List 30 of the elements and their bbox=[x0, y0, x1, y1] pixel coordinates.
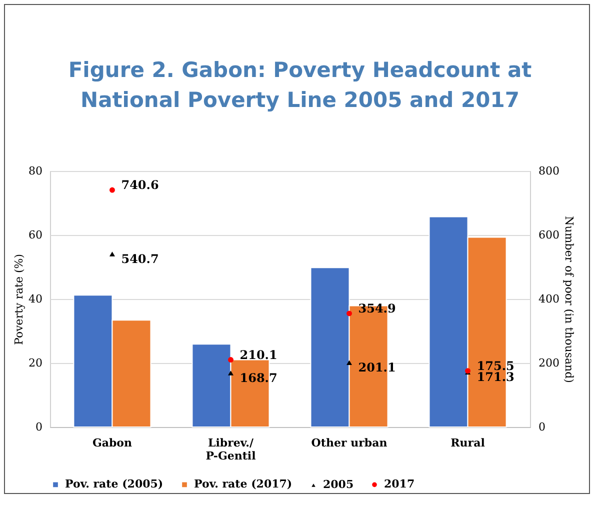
x-tick-label: Gabon bbox=[92, 436, 132, 450]
point bbox=[109, 187, 115, 193]
legend-label: 2005 bbox=[323, 478, 354, 491]
y-tick-label: 40 bbox=[28, 292, 42, 306]
y2-tick-label: 200 bbox=[538, 356, 560, 370]
y2-axis-title: Number of poor (in thousand) bbox=[562, 216, 576, 383]
point bbox=[109, 252, 115, 256]
legend-label: Pov. rate (2005) bbox=[65, 478, 164, 491]
y2-tick-label: 0 bbox=[538, 420, 546, 434]
y2-tick-label: 800 bbox=[538, 164, 560, 178]
point bbox=[228, 370, 234, 376]
legend-label: 2017 bbox=[384, 478, 415, 491]
y-tick-label: 0 bbox=[36, 420, 42, 434]
y2-tick-label: 600 bbox=[538, 228, 560, 242]
x-tick-label: Librev./ P-Gentil bbox=[206, 436, 256, 462]
x-tick-label: Other urban bbox=[311, 436, 388, 450]
point bbox=[228, 357, 234, 362]
y2-tick-label: 400 bbox=[538, 292, 560, 306]
point bbox=[346, 360, 352, 366]
y-tick-label: 60 bbox=[28, 228, 42, 242]
data-label: 740.6 bbox=[121, 178, 159, 192]
data-label: 540.7 bbox=[121, 252, 159, 266]
y-tick-label: 80 bbox=[28, 164, 42, 178]
legend-label: Pov. rate (2017) bbox=[194, 478, 292, 491]
point bbox=[346, 310, 352, 316]
y-axis-title: Poverty rate (%) bbox=[12, 254, 26, 345]
y-tick-label: 20 bbox=[28, 356, 42, 370]
chart-title: Figure 2. Gabon: Poverty Headcount at National Poverty Line 2005 and 2017 bbox=[67, 57, 533, 114]
x-tick-label: Rural bbox=[450, 436, 485, 450]
data-label: 210.1 bbox=[240, 348, 278, 362]
